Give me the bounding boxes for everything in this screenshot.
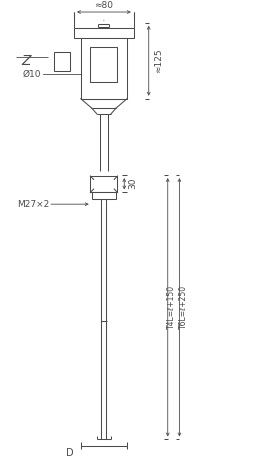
Text: M27×2: M27×2	[17, 200, 49, 209]
Bar	[92, 193, 116, 199]
Bar	[81, 38, 127, 99]
Text: T6L=ℓ+250: T6L=ℓ+250	[179, 285, 188, 329]
Text: Z: Z	[22, 54, 31, 68]
Text: ≈125: ≈125	[154, 49, 163, 73]
Text: T4L=ℓ+150: T4L=ℓ+150	[167, 285, 176, 329]
Bar	[90, 176, 117, 193]
Text: ≈80: ≈80	[94, 1, 113, 10]
Bar	[74, 28, 134, 38]
Text: D: D	[66, 447, 74, 457]
Text: 30: 30	[128, 178, 137, 189]
Bar	[54, 52, 70, 71]
Text: Ø10: Ø10	[23, 70, 41, 79]
Bar	[90, 47, 117, 82]
